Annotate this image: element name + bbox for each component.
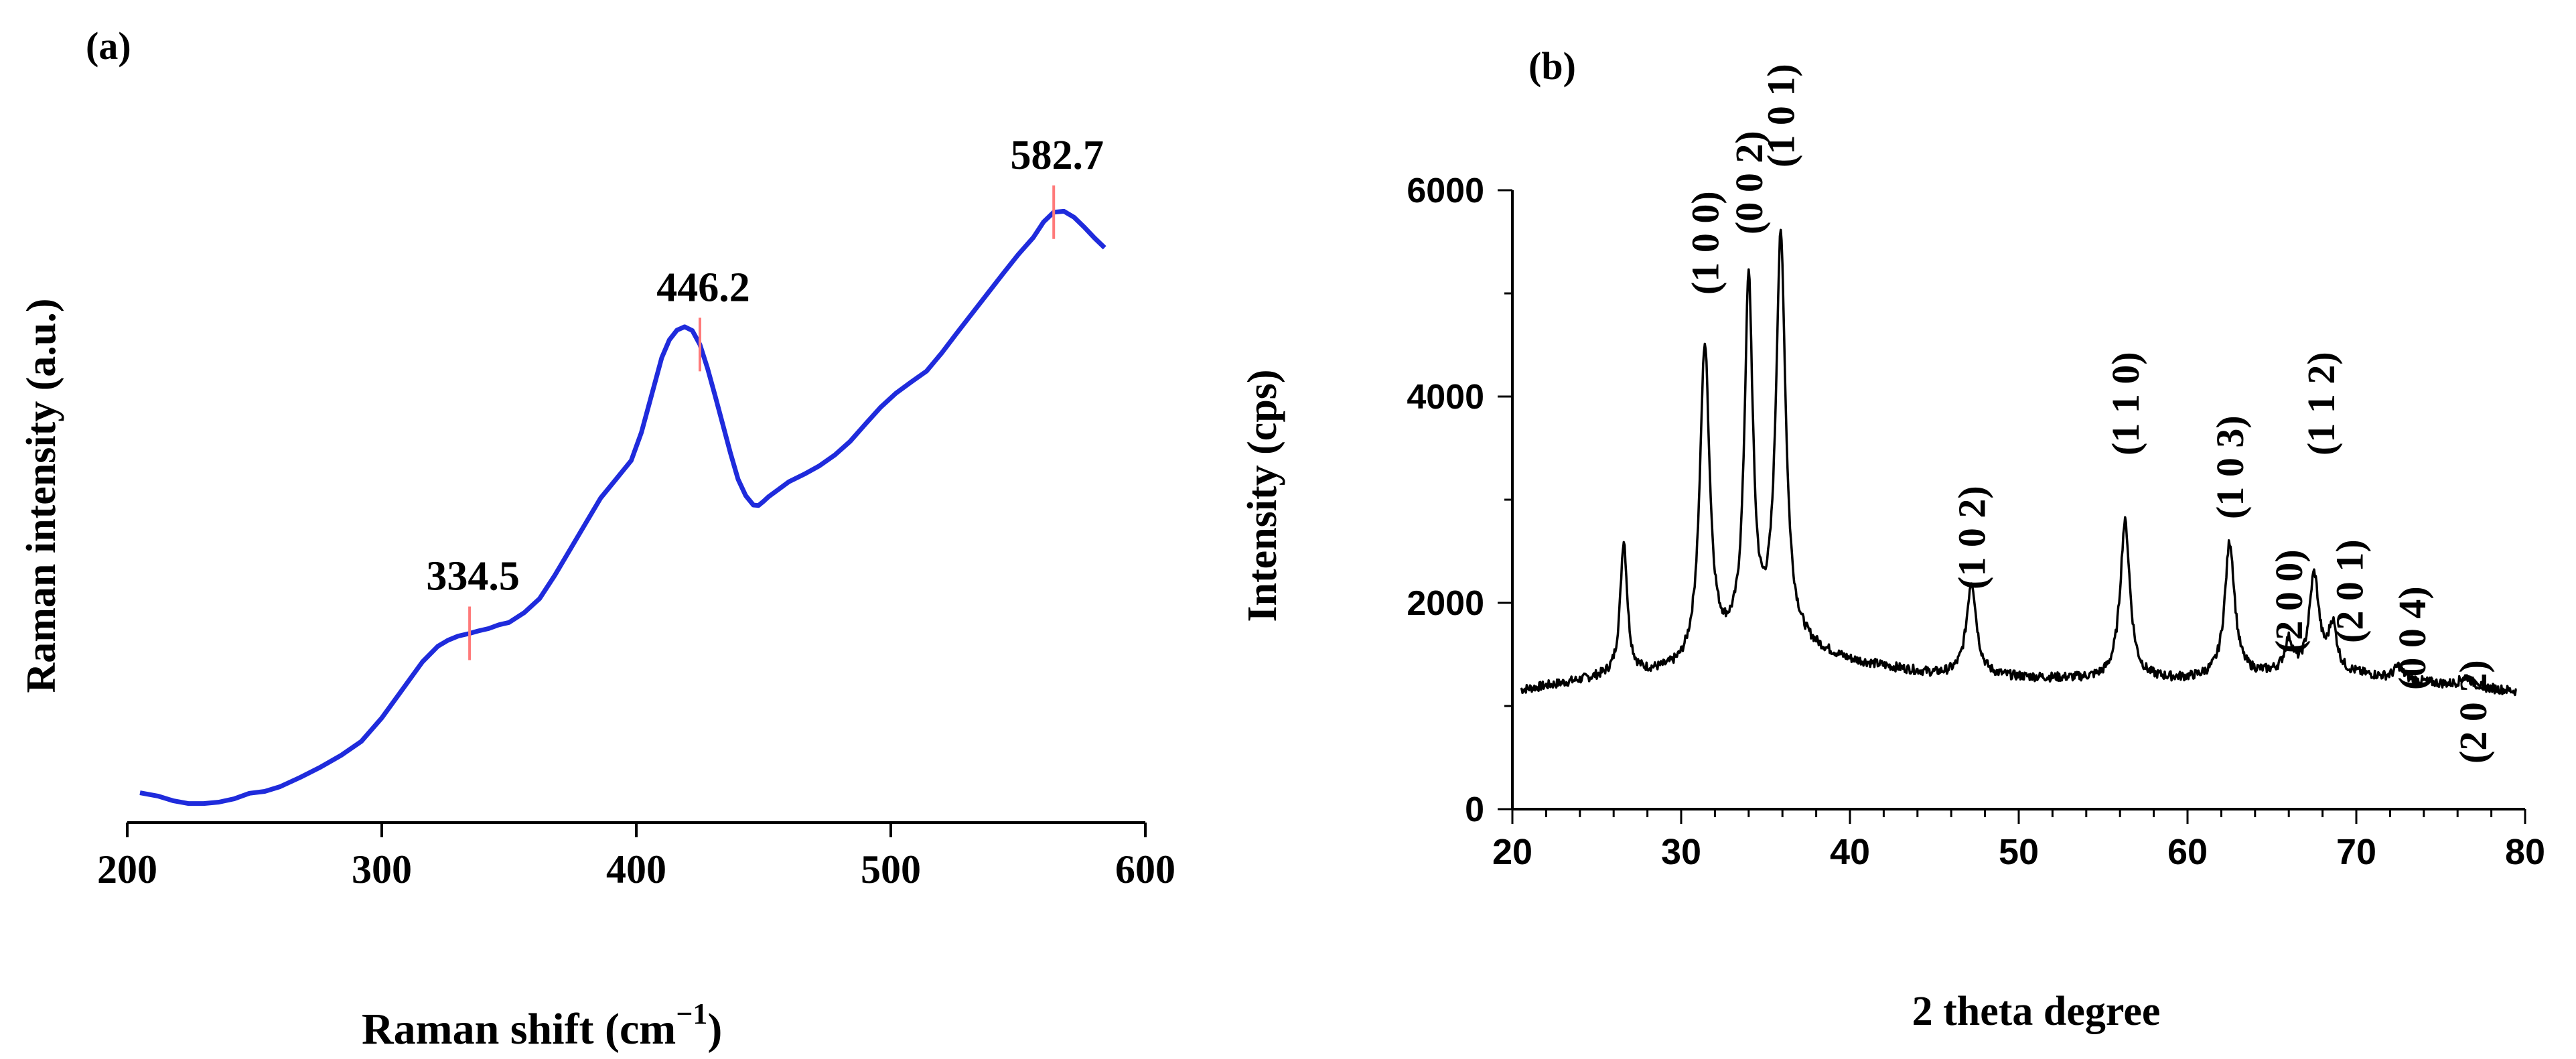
panel-a-x-tick-label: 600 [1115,847,1175,892]
panel-b-ticks: 20 30 40 50 60 70 80 0 2000 4000 6000 [1407,171,2545,872]
panel-b-label: (b) [1528,44,1576,88]
panel-a-x-tick-label: 400 [606,847,666,892]
panel-b-peak-label: (0 0 2) [1727,131,1771,234]
panel-b-x-tick-label: 30 [1661,832,1701,872]
panel-b-peak-label: (2 0 2) [2451,660,2495,764]
panel-a-x-axis-label-main: Raman shift (cm [362,1005,676,1054]
panel-b-x-tick-label: 60 [2167,832,2208,872]
panel-b-peak-label: (1 0 0) [1683,191,1727,295]
panel-b-peak-label: (2 0 1) [2328,539,2372,643]
panel-a-peak-label: 334.5 [426,554,520,599]
panel-a-y-axis-label: Raman intensity (a.u.) [19,298,64,693]
panel-b-peak-labels: (1 0 0)(0 0 2)(1 0 1) (1 0 2) (1 1 0) (1 0 … [1683,64,2495,764]
panel-b-y-tick-label: 0 [1465,790,1484,829]
panel-b-peak-label: (2 0 0) [2267,549,2311,653]
panel-b-y-tick-label: 6000 [1407,171,1484,210]
panel-a-label: (a) [86,24,131,68]
panel-b-peak-label: (1 0 1) [1760,64,1803,167]
panel-b-xrd-pattern-line [1520,228,2517,697]
panel-a-x-tick-label: 500 [861,847,921,892]
panel-a-spectrum-line [139,208,1106,806]
panel-b-peak-label: (1 1 2) [2299,352,2343,455]
panel-a-peak-label: 446.2 [656,265,750,310]
panel-a-x-axis-label-close: ) [707,1005,722,1054]
panel-a-series [139,208,1106,806]
panel-a-x-axis-label-superscript: −1 [676,997,707,1030]
panel-b-peak-label: (1 1 0) [2104,352,2147,455]
panel-b-x-axis-label: 2 theta degree [1912,989,2161,1034]
panel-b-y-tick-label: 4000 [1407,378,1484,417]
panel-b-peak-label: (0 0 4) [2390,586,2434,690]
panel-b-peak-label: (1 0 2) [1950,486,1993,589]
panel-b-x-tick-label: 50 [1999,832,2039,872]
panel-a-raman-chart: (a) 200 300 400 500 600 334.5 446.2 582.7 Rama… [19,24,1175,1054]
panel-b-y-axis-label: Intensity (cps) [1240,369,1285,622]
panel-b-axes [1511,190,2525,810]
panel-b-series [1520,228,2517,697]
panel-b-x-tick-label: 40 [1830,832,1870,872]
panel-a-x-tick-label: 300 [352,847,412,892]
panel-a-peak-labels: 334.5 446.2 582.7 [426,133,1104,660]
panel-b-x-tick-label: 80 [2505,832,2545,872]
panel-b-y-tick-label: 2000 [1407,584,1484,623]
panel-a-peak-label: 582.7 [1010,133,1104,178]
panel-a-x-axis-label: Raman shift (cm−1) [362,997,722,1054]
panel-b-x-tick-label: 70 [2336,832,2376,872]
panel-b-peak-label: (1 0 3) [2208,415,2252,519]
panel-a-ticks: 200 300 400 500 600 [97,823,1175,892]
panel-a-x-tick-label: 200 [97,847,157,892]
panel-b-x-tick-label: 20 [1492,832,1532,872]
